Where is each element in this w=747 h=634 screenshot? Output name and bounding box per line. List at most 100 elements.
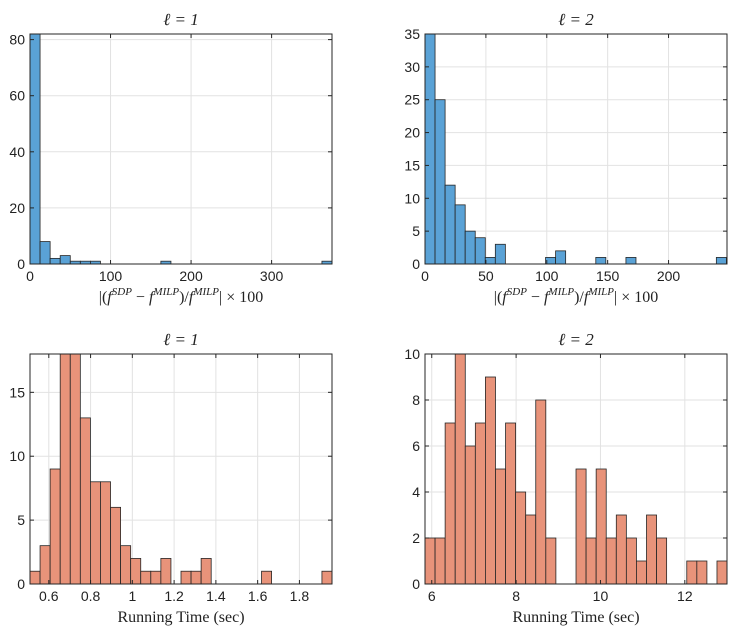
x-axis-label-part: | × 100 xyxy=(614,289,658,306)
x-tick-label: 150 xyxy=(596,268,620,284)
histogram-bar xyxy=(434,99,446,265)
histogram-bar xyxy=(424,537,436,585)
x-tick-label: 50 xyxy=(478,268,494,284)
histogram-bar xyxy=(444,184,456,265)
histogram-bar xyxy=(69,353,81,585)
y-tick-label: 60 xyxy=(9,88,25,104)
x-axis-label-part: f xyxy=(149,289,156,306)
histogram-bar xyxy=(190,570,202,585)
x-tick-label: 8 xyxy=(512,588,520,604)
histogram-bar xyxy=(39,241,51,265)
y-tick-label: 0 xyxy=(17,576,25,592)
x-axis-label-part: MILP xyxy=(192,286,219,298)
histogram-bar xyxy=(464,445,476,585)
x-axis-label: |(fSDP − fMILP)/fMILP| × 100 xyxy=(494,286,658,306)
y-tick-label: 15 xyxy=(9,384,25,400)
y-tick-label: 20 xyxy=(404,125,420,141)
x-tick-label: 1.8 xyxy=(290,588,310,604)
x-axis-label-part: | × 100 xyxy=(219,289,263,306)
x-tick-label: 1.2 xyxy=(164,588,184,604)
x-axis-label-part: f xyxy=(502,289,509,306)
x-axis-label-part: MILP xyxy=(547,286,574,298)
x-tick-label: 1 xyxy=(128,588,136,604)
histogram-2: 0 50 100 150 200 0 5 10 15 20 25 30 35 ℓ = 2 |(fSDP − … xyxy=(404,10,728,306)
x-axis-label-part: |( xyxy=(494,289,503,306)
plot-title: ℓ = 1 xyxy=(163,10,199,29)
x-axis-label: Running Time (sec) xyxy=(117,609,244,626)
x-axis-label-part: f xyxy=(584,289,591,306)
histogram-bar xyxy=(464,230,476,265)
histogram-bar xyxy=(39,545,51,585)
x-tick-label: 10 xyxy=(593,588,609,604)
histogram-bar xyxy=(49,468,61,585)
histogram-bar xyxy=(515,491,527,585)
x-tick-label: 0 xyxy=(26,268,34,284)
x-axis-label-part: f xyxy=(189,289,196,306)
x-axis-label: |(fSDP − fMILP)/fMILP| × 100 xyxy=(99,286,263,306)
plot-title: ℓ = 2 xyxy=(558,10,594,29)
axes-frame xyxy=(29,353,333,585)
x-axis-label-part: f xyxy=(544,289,551,306)
histogram-bar xyxy=(79,417,91,585)
histogram-bar xyxy=(495,468,506,585)
histogram-bar xyxy=(261,570,272,585)
plot-title: ℓ = 1 xyxy=(163,330,199,349)
histogram-bar xyxy=(646,514,657,585)
y-tick-label: 35 xyxy=(404,26,420,42)
histogram-bar xyxy=(49,257,61,265)
y-tick-label: 2 xyxy=(412,530,420,546)
histogram-bar xyxy=(636,560,647,585)
histogram-bar xyxy=(505,422,517,585)
histogram-bar xyxy=(200,558,212,585)
histogram-bar xyxy=(444,422,456,585)
histogram-bar xyxy=(424,33,436,265)
axes-frame xyxy=(424,33,728,265)
histogram-bar xyxy=(59,353,71,585)
y-tick-label: 0 xyxy=(17,256,25,272)
histogram-bar xyxy=(605,537,617,585)
x-axis-label-part: |( xyxy=(99,289,108,306)
y-tick-label: 80 xyxy=(9,32,25,48)
histogram-bar xyxy=(555,250,567,265)
x-axis-label-part: MILP xyxy=(587,286,614,298)
histogram-bar xyxy=(686,560,698,585)
histogram-bar xyxy=(485,376,496,585)
x-axis-label-part: )/ xyxy=(179,289,189,306)
histogram-bar xyxy=(59,255,71,265)
histogram-bar xyxy=(715,257,727,265)
histogram-3: 0.6 0.8 1 1.2 1.4 1.6 1.8 0 5 10 15 ℓ = 1 Running Ti… xyxy=(9,330,333,626)
x-axis-label-part: SDP xyxy=(112,286,132,298)
x-axis-label-part: − xyxy=(527,289,544,306)
y-tick-label: 20 xyxy=(9,200,25,216)
x-axis-label: Running Time (sec) xyxy=(512,609,639,626)
histogram-bar xyxy=(545,537,557,585)
x-tick-label: 1.4 xyxy=(206,588,226,604)
histogram-bar xyxy=(454,353,466,585)
histogram-bar xyxy=(474,422,486,585)
plot-area xyxy=(425,34,727,264)
y-tick-label: 0 xyxy=(412,256,420,272)
histogram-bar xyxy=(484,257,496,265)
histogram-bar xyxy=(696,560,708,585)
y-tick-label: 10 xyxy=(404,346,420,362)
x-tick-label: 1.6 xyxy=(248,588,268,604)
y-tick-label: 30 xyxy=(404,59,420,75)
y-tick-label: 40 xyxy=(9,144,25,160)
x-tick-label: 200 xyxy=(179,268,203,284)
y-tick-label: 10 xyxy=(9,448,25,464)
histogram-bar xyxy=(150,570,162,585)
x-axis-label-part: f xyxy=(107,289,114,306)
x-tick-label: 12 xyxy=(677,588,693,604)
x-tick-label: 0.6 xyxy=(39,588,59,604)
histogram-bar xyxy=(180,570,192,585)
x-tick-label: 200 xyxy=(657,268,681,284)
x-axis-label-part: )/ xyxy=(574,289,584,306)
histogram-bar xyxy=(716,560,728,585)
histogram-bar xyxy=(525,514,537,585)
histogram-bar xyxy=(29,570,41,585)
x-tick-label: 6 xyxy=(428,588,436,604)
plot-area xyxy=(30,34,332,264)
